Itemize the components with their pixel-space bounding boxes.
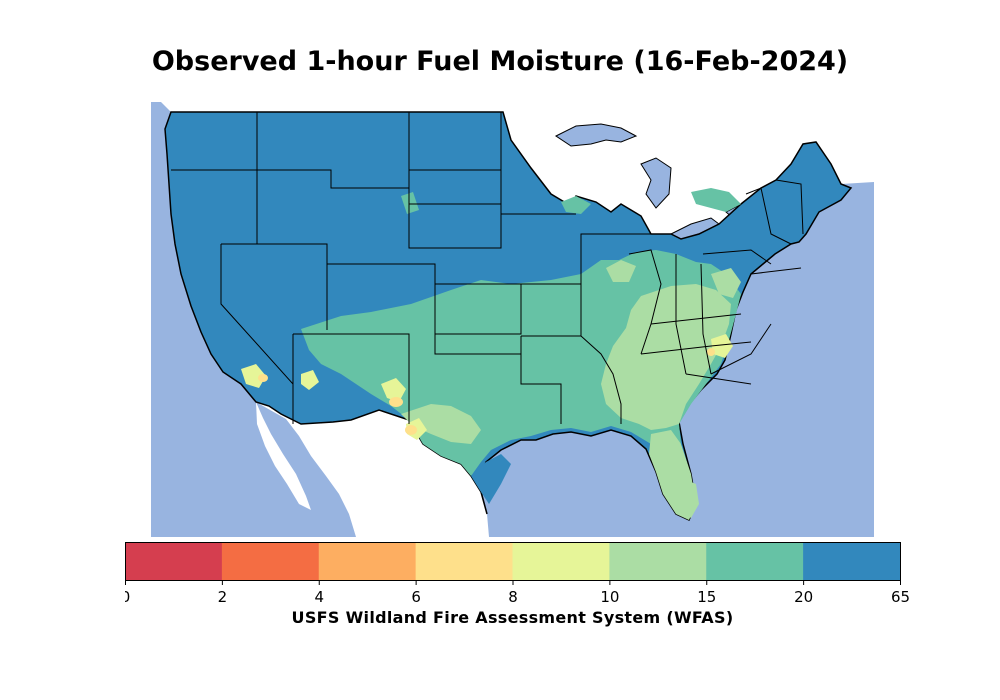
colorbar-ticks: 0 2 4 6 8 10 15 20 65 bbox=[125, 580, 910, 606]
colorbar-bins bbox=[125, 542, 901, 580]
lake-superior bbox=[555, 123, 638, 147]
zone-10-15 bbox=[401, 260, 741, 518]
data-source-credit: USFS Wildland Fire Assessment System (WF… bbox=[291, 608, 734, 627]
baja-land bbox=[256, 402, 311, 510]
colorbar-bin bbox=[221, 542, 320, 580]
colorbar-tick-label: 65 bbox=[891, 588, 910, 606]
colorbar-bin bbox=[609, 542, 707, 580]
colorbar-tick-label: 0 bbox=[125, 588, 130, 606]
colorbar: 0 2 4 6 8 10 15 20 65 bbox=[125, 542, 910, 606]
colorbar-tick-label: 8 bbox=[508, 588, 518, 606]
zone-florida-10-15 bbox=[649, 430, 696, 520]
colorbar-bin bbox=[125, 542, 223, 580]
colorbar-tick-label: 20 bbox=[794, 588, 813, 606]
colorbar-bin bbox=[706, 542, 804, 580]
colorbar-bin bbox=[318, 542, 417, 580]
colorbar-bin bbox=[415, 542, 514, 580]
zone-texas-coast-20-65 bbox=[471, 454, 511, 504]
state-borders bbox=[171, 111, 804, 424]
canada-land bbox=[151, 84, 874, 254]
mexico-land bbox=[256, 402, 489, 537]
colorbar-bin bbox=[803, 542, 901, 580]
colorbar-tick-label: 6 bbox=[411, 588, 421, 606]
colorbar-tick-label: 15 bbox=[697, 588, 716, 606]
colorbar-tick-label: 4 bbox=[314, 588, 324, 606]
zone-6-8 bbox=[258, 348, 715, 435]
colorbar-tick-label: 10 bbox=[600, 588, 619, 606]
map-title: Observed 1-hour Fuel Moisture (16-Feb-20… bbox=[151, 46, 849, 77]
fuel-moisture-map bbox=[151, 84, 874, 537]
colorbar-bin bbox=[512, 542, 610, 580]
colorbar-tick-label: 2 bbox=[218, 588, 228, 606]
lake-huron bbox=[640, 157, 672, 209]
